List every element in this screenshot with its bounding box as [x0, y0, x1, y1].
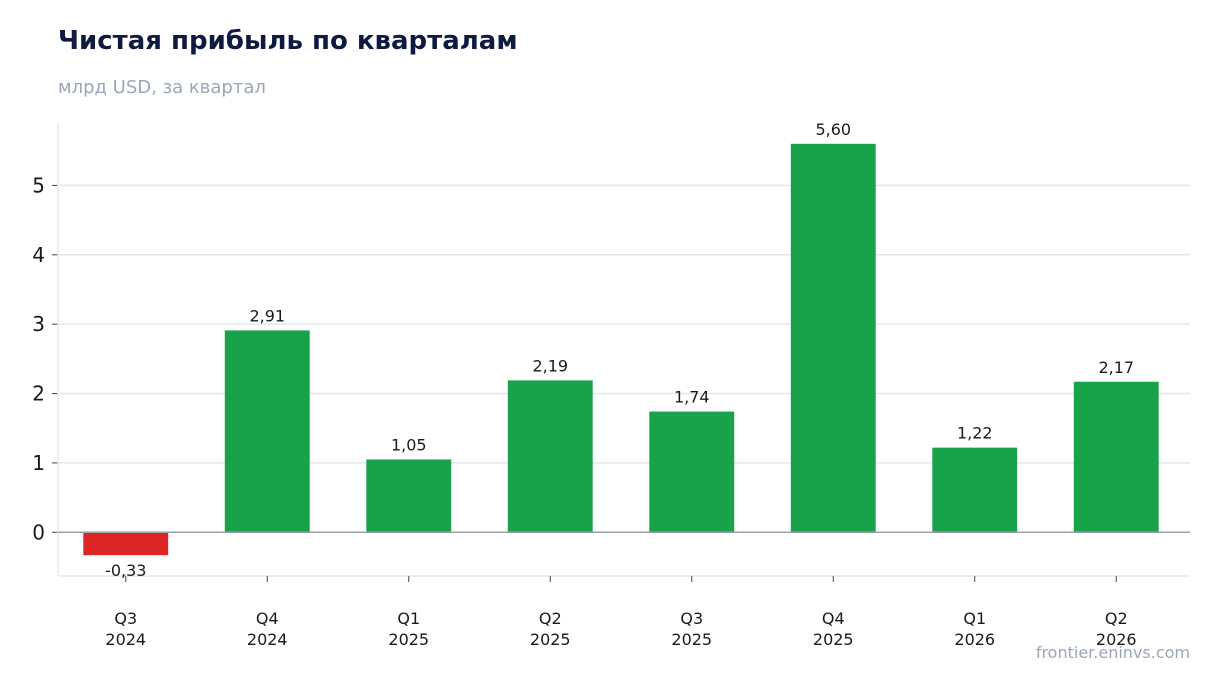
bar-value-label: 1,05 [391, 435, 427, 454]
bar [507, 380, 593, 533]
x-tick-label-quarter: Q1 [397, 609, 420, 628]
x-tick-label-year: 2025 [388, 630, 429, 649]
bar-value-label: 5,60 [815, 120, 851, 139]
bar-value-label: 1,22 [957, 424, 993, 443]
chart-title: Чистая прибыль по кварталам [58, 26, 518, 56]
x-tick-label-year: 2025 [813, 630, 854, 649]
y-tick-label: 0 [32, 520, 45, 544]
x-tick-label-year: 2025 [530, 630, 571, 649]
bar [649, 411, 735, 533]
chart-subtitle: млрд USD, за квартал [58, 77, 266, 98]
bar [83, 532, 169, 556]
bar [1073, 381, 1159, 533]
bar-value-label: 2,17 [1098, 358, 1134, 377]
x-tick-label-quarter: Q3 [114, 609, 137, 628]
bar-value-label: 2,19 [532, 356, 568, 375]
x-tick-label-quarter: Q1 [963, 609, 986, 628]
y-tick-label: 3 [32, 312, 45, 336]
bar-value-label: -0,33 [105, 561, 146, 580]
bar [224, 330, 310, 533]
y-tick-label: 1 [32, 451, 45, 475]
x-tick-label-quarter: Q3 [680, 609, 703, 628]
source-label: frontier.eninvs.com [1035, 643, 1190, 662]
y-tick-label: 2 [32, 382, 45, 406]
x-tick-label-quarter: Q2 [1105, 609, 1128, 628]
x-tick-label-year: 2024 [247, 630, 288, 649]
bar [790, 143, 876, 533]
y-tick-label: 4 [32, 243, 45, 267]
x-tick-label-quarter: Q4 [256, 609, 279, 628]
bar [366, 459, 452, 533]
bar [932, 447, 1018, 533]
x-tick-label-quarter: Q4 [822, 609, 845, 628]
bar-value-label: 1,74 [674, 388, 710, 407]
x-tick-label-year: 2024 [105, 630, 146, 649]
x-tick-label-year: 2026 [954, 630, 995, 649]
x-tick-label-year: 2026 [1096, 630, 1137, 649]
bar-value-label: 2,91 [249, 306, 285, 325]
x-tick-label-year: 2025 [671, 630, 712, 649]
y-tick-label: 5 [32, 173, 45, 197]
x-tick-label-quarter: Q2 [539, 609, 562, 628]
